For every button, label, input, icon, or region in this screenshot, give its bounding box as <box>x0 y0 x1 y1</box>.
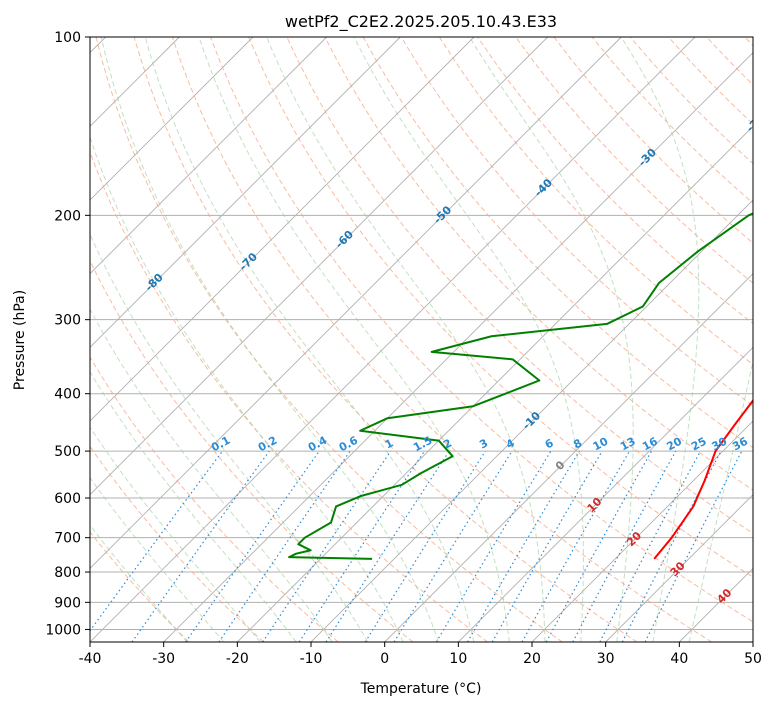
moist-adiabat-line <box>90 426 261 642</box>
isotherms <box>90 37 753 642</box>
isotherm-line <box>163 52 753 642</box>
y-tick-label: 100 <box>54 30 81 46</box>
mixing-ratio-line <box>298 450 425 642</box>
x-tick-label: -10 <box>300 651 323 667</box>
y-tick-label: 800 <box>54 565 81 581</box>
x-tick-label: 20 <box>523 651 541 667</box>
dry-adiabat-line <box>400 37 753 407</box>
mixing-ratio-line <box>131 450 270 642</box>
isotherm-line <box>90 37 254 201</box>
moist-adiabat-line <box>90 308 333 642</box>
mixing-ratio-line <box>325 450 450 642</box>
mixing-ratio-line <box>393 450 513 642</box>
dry-adiabat-line <box>95 37 563 642</box>
mixing-ratio-label: 20 <box>664 435 684 454</box>
isotherm-line <box>90 37 622 569</box>
dry-adiabat-line <box>324 37 753 491</box>
mixing-ratio-line <box>466 450 580 642</box>
mixing-ratio-label: 13 <box>618 435 638 454</box>
moist-adiabat-line <box>620 37 700 642</box>
dry-adiabat-line <box>133 37 638 642</box>
y-tick-label: 300 <box>54 313 81 329</box>
isotherm-line <box>384 273 753 642</box>
isotherm-line <box>90 37 548 496</box>
isotherm-line <box>458 346 753 642</box>
dry-adiabat-line <box>90 356 339 642</box>
isotherm-line <box>605 494 753 642</box>
plot-area: 0.10.20.40.611.52346810131620253036-100-… <box>90 37 767 642</box>
isotherm-line <box>531 420 753 642</box>
y-tick-label: 200 <box>54 208 81 224</box>
moist-adiabat-line <box>266 37 546 642</box>
x-tick-label: -40 <box>79 651 102 667</box>
x-tick-label: 50 <box>744 651 762 667</box>
mixing-ratio-label: 10 <box>591 435 611 454</box>
mixing-ratio-lines <box>90 450 743 642</box>
x-axis-ticks: -40 -30 -20 -10 0 10 20 30 40 50 <box>79 642 762 667</box>
y-axis-label: Pressure (hPa) <box>12 290 28 390</box>
dry-adiabats <box>90 37 753 642</box>
y-tick-label: 1000 <box>45 622 81 638</box>
y-tick-label: 600 <box>54 491 81 507</box>
y-tick-label: 500 <box>54 444 81 460</box>
moist-adiabat-line <box>198 37 510 642</box>
dry-adiabat-line <box>90 259 414 642</box>
isotherm-line <box>90 37 327 275</box>
y-tick-label: 700 <box>54 531 81 547</box>
mixing-ratio-line <box>185 450 320 642</box>
mixing-ratio-line <box>435 450 552 642</box>
x-tick-label: 10 <box>449 651 467 667</box>
dry-adiabat-line <box>439 37 753 366</box>
moist-adiabat-line <box>353 37 584 642</box>
dewpoint-profile-line <box>288 212 753 560</box>
y-tick-label: 400 <box>54 387 81 403</box>
x-tick-label: -20 <box>226 651 249 667</box>
y-tick-label: 900 <box>54 595 81 611</box>
temperature-profile-line <box>653 398 753 560</box>
dry-adiabat-line <box>210 37 753 623</box>
dry-adiabat-line <box>90 531 190 642</box>
x-axis-label: Temperature (°C) <box>360 681 482 697</box>
moist-adiabat-line <box>90 135 404 642</box>
y-axis-ticks: 100 200 300 400 500 600 700 800 900 1000 <box>45 30 90 638</box>
x-tick-label: 40 <box>670 651 688 667</box>
mixing-ratio-label: 36 <box>730 435 750 454</box>
dry-adiabat-line <box>248 37 753 578</box>
isotherm-line <box>90 37 475 422</box>
x-tick-label: -30 <box>152 651 175 667</box>
plot-frame <box>89 36 754 643</box>
moist-adiabats <box>90 37 753 642</box>
mixing-ratio-label: 16 <box>640 435 660 454</box>
moist-adiabat-line <box>144 37 475 642</box>
dry-adiabat-line <box>171 37 712 642</box>
mixing-ratio-line <box>572 450 677 642</box>
x-tick-label: 0 <box>380 651 389 667</box>
pressure-gridlines <box>90 37 753 630</box>
mixing-ratio-line <box>218 450 351 642</box>
chart-title: wetPf2_C2E2.2025.205.10.43.E33 <box>285 12 557 32</box>
profile-series <box>288 212 753 560</box>
dry-adiabat-line <box>90 445 264 642</box>
mixing-ratio-line <box>364 450 486 642</box>
moist-adiabat-line <box>688 358 753 642</box>
moist-adiabat-line <box>90 233 369 642</box>
mixing-ratio-line <box>599 450 702 642</box>
moist-adiabat-line <box>90 476 225 642</box>
mixing-ratio-line <box>262 450 392 642</box>
dry-adiabat-line <box>90 150 488 642</box>
dry-adiabat-label: -20 <box>744 111 767 134</box>
isotherm-line <box>90 37 696 642</box>
isotherm-line <box>90 37 401 348</box>
isotherm-line <box>237 125 753 642</box>
dry-adiabat-line <box>515 37 753 284</box>
mixing-ratio-label: 25 <box>689 435 709 454</box>
moist-adiabat-line <box>100 37 439 642</box>
x-tick-label: 30 <box>597 651 615 667</box>
mixing-ratio-label: 30 <box>710 435 730 454</box>
